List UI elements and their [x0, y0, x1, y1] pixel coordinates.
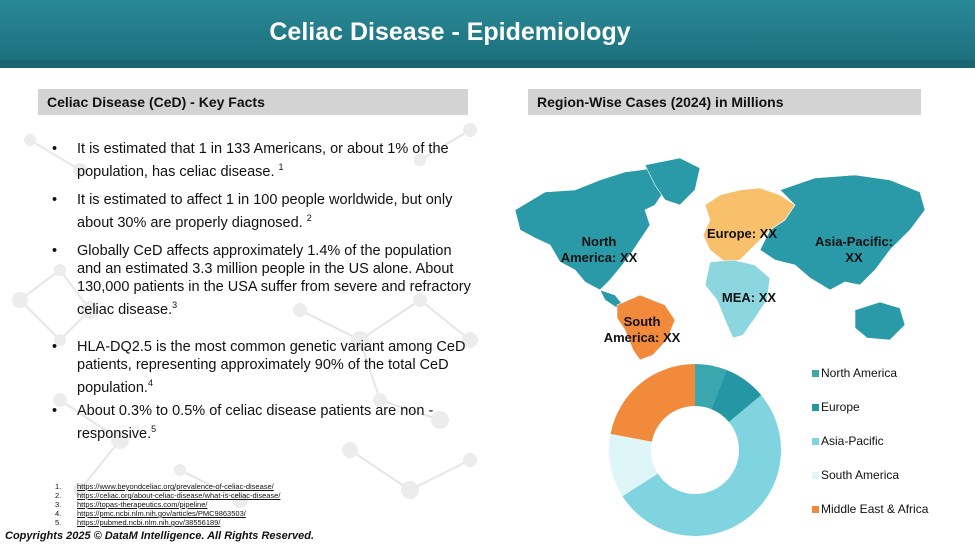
- map-region-greenland: [644, 157, 701, 206]
- legend-swatch: [812, 506, 819, 513]
- fact-text: It is estimated that 1 in 133 Americans,…: [77, 141, 449, 180]
- bullet-marker: •: [52, 243, 58, 259]
- reference-item: 4. https://pmc.ncbi.nlm.nih.gov/articles…: [55, 509, 280, 518]
- legend-label: Asia-Pacific: [821, 434, 884, 448]
- reference-item: 5. https://pubmed.ncbi.nlm.nih.gov/38556…: [55, 518, 280, 527]
- map-label-europe: Europe: XX: [706, 226, 778, 241]
- molecule-network-background: [12, 123, 478, 508]
- legend-swatch: [812, 404, 819, 411]
- reference-link[interactable]: https://topas-therapeutics.com/pipeline/: [77, 500, 208, 509]
- map-label-mea: MEA: XX: [721, 290, 777, 305]
- region-cases-heading: Region-Wise Cases (2024) in Millions: [528, 89, 921, 115]
- bullet-marker: •: [52, 192, 58, 208]
- map-region-south-america: [616, 294, 676, 360]
- reference-link[interactable]: https://www.beyondceliac.org/prevalence-…: [77, 482, 274, 491]
- legend-swatch: [812, 438, 819, 445]
- fact-ref: 1: [278, 162, 284, 172]
- donut-slice-south-america: [609, 433, 658, 497]
- title-bar: Celiac Disease - Epidemiology: [0, 0, 975, 68]
- bullet-marker: •: [52, 339, 58, 355]
- map-label-south-america: South America: XX: [603, 314, 681, 345]
- reference-number: 3.: [55, 500, 62, 509]
- map-label-north-america: North America: XX: [560, 234, 638, 265]
- reference-link[interactable]: https://pubmed.ncbi.nlm.nih.gov/38556189…: [77, 518, 221, 527]
- reference-link[interactable]: https://celiac.org/about-celiac-disease/…: [77, 491, 281, 500]
- legend-label: North America: [821, 366, 898, 380]
- reference-link[interactable]: https://pmc.ncbi.nlm.nih.gov/articles/PM…: [77, 509, 246, 518]
- reference-item: 2. https://celiac.org/about-celiac-disea…: [55, 491, 280, 500]
- fact-text: HLA-DQ2.5 is the most common genetic var…: [77, 339, 466, 396]
- fact-ref: 3: [172, 300, 178, 310]
- legend-swatch: [812, 472, 819, 479]
- map-label-asia-pacific: Asia-Pacific: XX: [814, 234, 894, 265]
- map-region-asia-pacific: [759, 174, 926, 291]
- fact-text: About 0.3% to 0.5% of celiac disease pat…: [77, 403, 434, 442]
- donut-slice-middle-east-africa: [610, 364, 695, 442]
- fact-ref: 5: [151, 424, 157, 434]
- references-list: 1. https://www.beyondceliac.org/prevalen…: [55, 482, 280, 527]
- legend-label: Europe: [821, 400, 860, 414]
- legend-swatch: [812, 370, 819, 377]
- fact-text: It is estimated to affect 1 in 100 peopl…: [77, 192, 453, 231]
- donut-slice-asia-pacific: [622, 395, 781, 536]
- donut-slice-north-america: [695, 364, 727, 410]
- map-region-north-america: [514, 167, 671, 291]
- title-bar-accent: [0, 60, 975, 68]
- bullet-marker: •: [52, 403, 58, 419]
- key-facts-heading: Celiac Disease (CeD) - Key Facts: [38, 89, 468, 115]
- reference-number: 4.: [55, 509, 62, 518]
- map-region-mea: [704, 259, 771, 339]
- fact-text: Globally CeD affects approximately 1.4% …: [77, 243, 471, 318]
- reference-item: 3. https://topas-therapeutics.com/pipeli…: [55, 500, 280, 509]
- legend-label: South America: [821, 468, 900, 482]
- reference-number: 5.: [55, 518, 62, 527]
- map-region-australia: [854, 301, 906, 341]
- bullet-marker: •: [52, 141, 58, 157]
- reference-item: 1. https://www.beyondceliac.org/prevalen…: [55, 482, 280, 491]
- legend-label: Middle East & Africa: [821, 502, 929, 516]
- donut-slice-europe: [711, 370, 762, 422]
- page-title: Celiac Disease - Epidemiology: [269, 18, 631, 46]
- copyright-notice: Copyrights 2025 © DataM Intelligence. Al…: [5, 530, 315, 542]
- region-donut-chart: [609, 364, 781, 536]
- reference-number: 2.: [55, 491, 62, 500]
- fact-ref: 2: [306, 213, 312, 223]
- reference-number: 1.: [55, 482, 62, 491]
- fact-ref: 4: [147, 378, 153, 388]
- world-map: [514, 157, 926, 360]
